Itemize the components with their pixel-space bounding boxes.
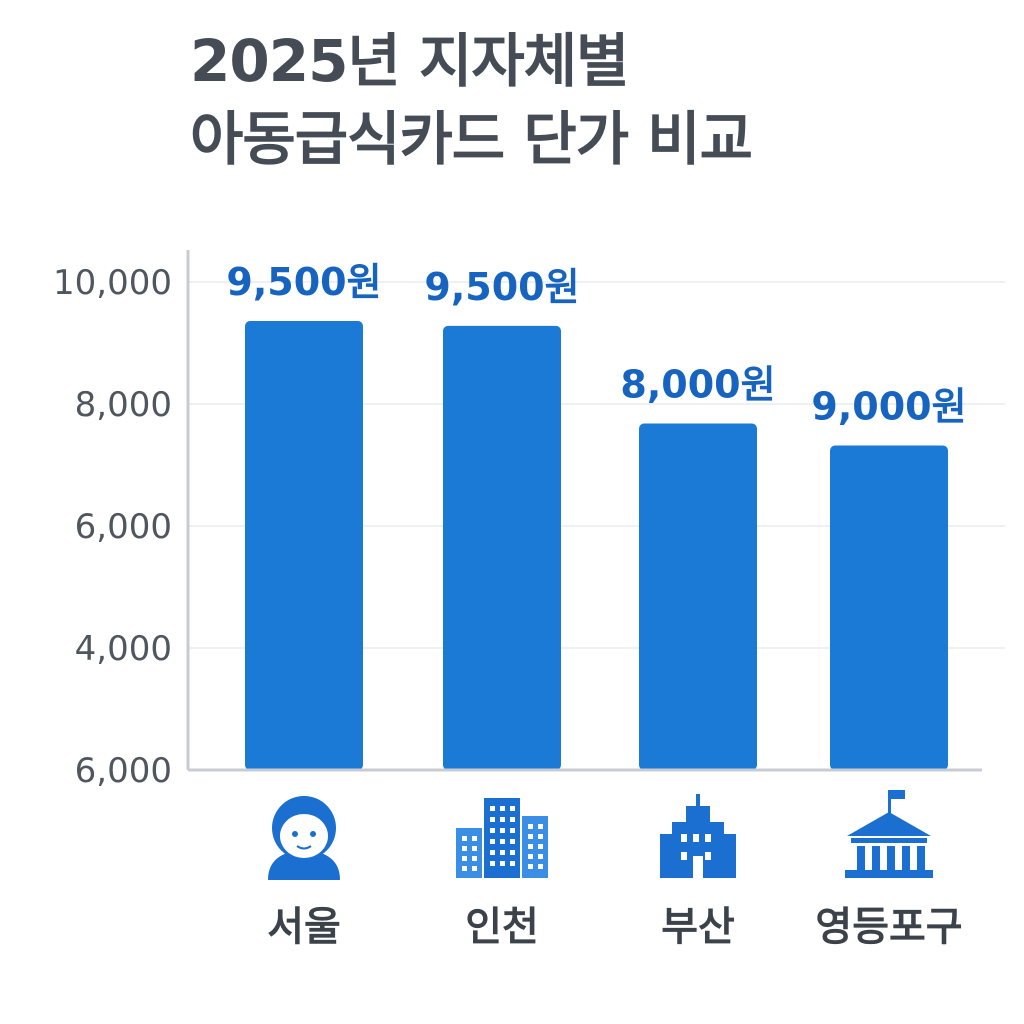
y-tick-label: 6,000 <box>75 507 172 547</box>
value-label-3: 8,000원 <box>620 363 775 407</box>
y-tick-label: 10,000 <box>53 263 172 303</box>
category-label-3: 부산 <box>661 904 735 950</box>
y-tick-label: 8,000 <box>75 385 172 425</box>
bar-1 <box>245 321 363 770</box>
government-hall-icon <box>845 790 933 878</box>
bar-2 <box>443 325 561 770</box>
title-line-2: 아동급식카드 단가 비교 <box>190 105 753 173</box>
category-icons <box>268 790 933 880</box>
bar-3 <box>639 423 757 770</box>
bars <box>245 321 948 770</box>
chart-title: 2025년 지자체별 아동급식카드 단가 비교 <box>190 22 1010 178</box>
y-tick-label: 4,000 <box>75 629 172 669</box>
bar-4 <box>830 445 948 770</box>
y-axis-ticks: 10,000 8,000 6,000 4,000 6,000 <box>53 263 172 791</box>
title-line-1: 2025년 지자체별 <box>190 27 629 95</box>
category-label-2: 인천 <box>465 904 539 950</box>
value-label-2: 9,500원 <box>424 265 579 309</box>
person-icon <box>268 796 340 880</box>
city-buildings-icon <box>456 798 548 878</box>
value-labels: 9,500원 9,500원 8,000원 9,000원 <box>226 260 966 428</box>
category-labels: 서울 인천 부산 영등포구 <box>267 904 962 950</box>
value-label-1: 9,500원 <box>226 260 381 304</box>
value-label-4: 9,000원 <box>811 384 966 428</box>
y-tick-label: 6,000 <box>75 751 172 791</box>
category-label-4: 영등포구 <box>815 904 962 950</box>
tower-building-icon <box>660 794 736 878</box>
category-label-1: 서울 <box>267 904 341 950</box>
